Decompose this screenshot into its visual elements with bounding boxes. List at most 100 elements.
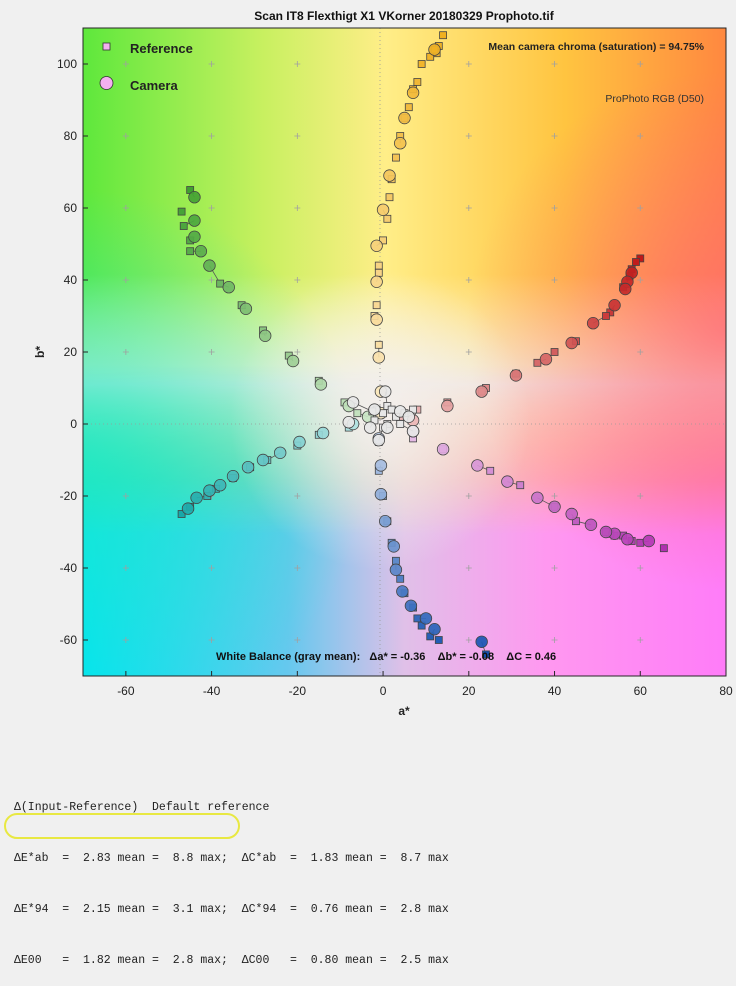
camera-point — [509, 369, 523, 382]
camera-point — [608, 299, 621, 312]
camera-point — [372, 434, 385, 447]
camera-point — [258, 329, 272, 343]
grid-mark — [294, 637, 301, 643]
camera-point — [376, 203, 390, 217]
camera-point — [531, 491, 544, 505]
grid-mark — [294, 205, 301, 211]
camera-point — [599, 525, 613, 539]
camera-point — [273, 446, 287, 460]
grid-mark — [122, 637, 129, 643]
reference-point — [439, 31, 447, 40]
grid-mark — [208, 565, 215, 571]
x-tick-label: -20 — [289, 684, 307, 698]
reference-point — [383, 214, 392, 223]
camera-point — [396, 585, 409, 598]
camera-point — [241, 461, 255, 474]
camera-point — [586, 317, 600, 330]
grid-plus-marks — [122, 61, 644, 643]
camera-point — [379, 515, 392, 528]
camera-point — [441, 399, 454, 413]
camera-point — [404, 599, 418, 613]
camera-point — [372, 351, 385, 364]
grid-mark — [551, 133, 558, 139]
camera-point — [226, 470, 240, 483]
colorspace-annotation: ProPhoto RGB (D50) — [605, 93, 704, 105]
data-series — [177, 31, 668, 659]
camera-point — [406, 86, 420, 100]
reference-point — [516, 481, 525, 490]
camera-point — [314, 378, 328, 391]
grid-mark — [637, 493, 644, 499]
reference-point — [550, 348, 559, 356]
y-tick-label: 0 — [70, 417, 77, 431]
grid-mark — [208, 133, 215, 139]
camera-point — [188, 214, 201, 227]
grid-mark — [294, 349, 301, 355]
x-tick-label: 40 — [548, 684, 562, 698]
x-tick-label: -40 — [203, 684, 221, 698]
camera-point — [379, 385, 392, 398]
camera-point — [381, 421, 394, 434]
y-tick-label: 40 — [64, 273, 78, 287]
legend-camera-marker — [99, 76, 114, 90]
reference-point — [374, 340, 383, 349]
reference-point — [216, 279, 225, 288]
grid-mark — [637, 637, 644, 643]
camera-point — [181, 502, 195, 515]
camera-point — [203, 484, 216, 497]
stats-delta-e-ab: ΔE*ab = 2.83 mean = 8.8 max; ΔC*ab = 1.8… — [14, 852, 449, 865]
grid-mark — [294, 277, 301, 283]
camera-point — [565, 507, 578, 521]
white-balance-annotation: White Balance (gray mean): Δa* = -0.36 Δ… — [216, 651, 556, 663]
camera-point — [619, 282, 632, 296]
reference-point — [602, 312, 610, 320]
camera-point — [203, 259, 216, 272]
reference-point — [353, 409, 362, 418]
camera-point — [406, 425, 420, 438]
grid-mark — [551, 205, 558, 211]
reference-point — [434, 636, 443, 644]
reference-point — [186, 247, 195, 256]
camera-point — [548, 500, 561, 514]
camera-point — [475, 385, 488, 398]
grid-mark — [122, 565, 129, 571]
reference-point — [417, 60, 426, 68]
grid-mark — [637, 277, 644, 283]
camera-point — [364, 421, 377, 434]
grid-mark — [294, 493, 301, 499]
camera-point — [398, 111, 411, 125]
delta-statistics: Δ(Input-Reference) Default reference ΔE*… — [14, 765, 449, 986]
camera-point — [565, 336, 578, 350]
grid-mark — [637, 205, 644, 211]
camera-point — [471, 459, 484, 472]
camera-point — [370, 313, 383, 326]
camera-point — [436, 443, 450, 456]
grid-mark — [208, 61, 215, 67]
grid-mark — [551, 493, 558, 499]
legend-reference-marker — [102, 42, 111, 51]
grid-mark — [465, 637, 472, 643]
series-neutral — [342, 385, 420, 447]
reference-point — [396, 420, 405, 428]
camera-point — [374, 488, 388, 501]
camera-point — [370, 275, 383, 289]
reference-point — [379, 409, 387, 418]
grid-mark — [551, 565, 558, 571]
grid-mark — [208, 205, 215, 211]
camera-point — [188, 230, 201, 244]
legend: Reference Camera — [99, 41, 193, 93]
grid-mark — [122, 61, 129, 67]
x-axis-ticks: -60 -40 -20 0 20 40 60 80 — [117, 671, 733, 698]
plot-background — [83, 28, 726, 676]
y-tick-label: -20 — [60, 489, 78, 503]
y-tick-label: 100 — [57, 57, 77, 71]
camera-point — [539, 353, 553, 366]
y-tick-label: 60 — [64, 201, 78, 215]
grid-mark — [465, 349, 472, 355]
series-yellow — [370, 31, 447, 420]
camera-point — [286, 354, 300, 368]
grid-mark — [294, 61, 301, 67]
reference-point — [392, 556, 400, 565]
series-cyan — [177, 417, 360, 518]
x-tick-label: 60 — [634, 684, 648, 698]
